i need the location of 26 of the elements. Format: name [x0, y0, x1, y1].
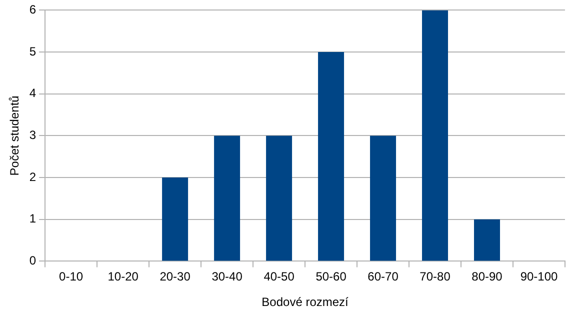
x-tick-label: 40-50: [264, 270, 295, 284]
x-tick-label: 30-40: [212, 270, 243, 284]
bar: [266, 136, 292, 261]
x-tick-label: 60-70: [368, 270, 399, 284]
y-tick-label: 1: [29, 212, 36, 226]
y-tick-label: 3: [29, 128, 36, 142]
y-tick-label: 6: [29, 2, 36, 17]
x-tick-label: 20-30: [160, 270, 191, 284]
y-tick-label: 0: [29, 254, 36, 268]
bar: [474, 219, 500, 261]
x-tick-label: 0-10: [59, 270, 84, 284]
y-tick-label: 4: [29, 86, 36, 100]
bar: [370, 136, 396, 261]
x-tick-label: 90-100: [520, 270, 558, 284]
bar: [214, 136, 240, 261]
bar: [318, 52, 344, 261]
x-tick-label: 80-90: [472, 270, 503, 284]
x-tick-label: 10-20: [108, 270, 139, 284]
x-tick-label: 50-60: [316, 270, 347, 284]
y-tick-label: 5: [29, 44, 36, 58]
y-tick-label: 2: [29, 170, 36, 184]
x-tick-label: 70-80: [420, 270, 451, 284]
x-axis-title: Bodové rozmezí: [262, 295, 350, 310]
bar: [162, 178, 188, 261]
bar: [422, 10, 448, 261]
y-axis-title: Počet studentů: [8, 96, 22, 176]
